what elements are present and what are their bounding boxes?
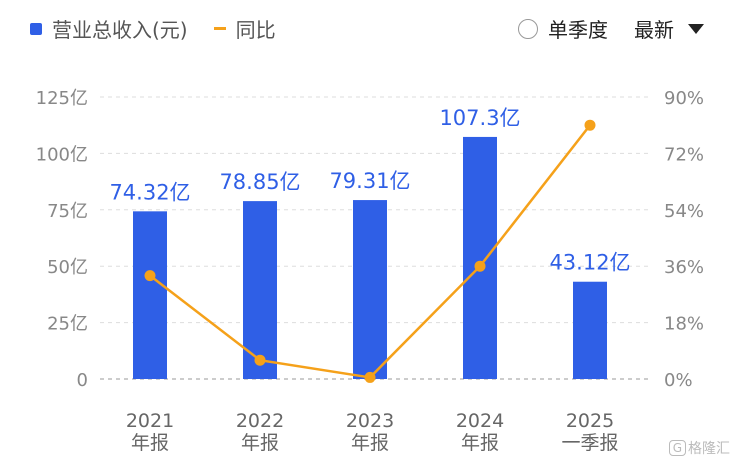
y-left-tick-label: 100亿 — [36, 144, 88, 165]
bar-data-label: 74.32亿 — [109, 180, 190, 204]
x-tick-label: 年报 — [241, 432, 279, 454]
chart-controls: 单季度 最新 — [518, 14, 704, 43]
x-tick-label: 2024 — [456, 410, 504, 432]
bar — [463, 136, 497, 379]
watermark-text: 格隆汇 — [688, 441, 730, 457]
x-tick-label: 2025 — [566, 410, 614, 432]
revenue-legend-swatch — [30, 22, 42, 35]
chevron-down-icon — [688, 23, 704, 34]
x-tick-label: 年报 — [461, 432, 499, 454]
y-right-tick-label: 0% — [664, 370, 693, 391]
bar — [243, 201, 277, 379]
legend: 营业总收入(元) 同比 — [30, 14, 276, 43]
yoy-point — [584, 119, 596, 131]
yoy-point — [474, 260, 486, 272]
single-quarter-label[interactable]: 单季度 — [548, 18, 608, 42]
y-left-tick-label: 0 — [77, 370, 88, 391]
x-tick-label: 年报 — [131, 432, 169, 454]
y-right-tick-label: 54% — [664, 201, 704, 222]
bar-data-label: 43.12亿 — [549, 251, 630, 275]
x-tick-label: 2021 — [126, 410, 174, 432]
y-right-tick-label: 36% — [664, 257, 704, 278]
yoy-legend-swatch — [213, 27, 226, 30]
yoy-point — [364, 371, 376, 383]
single-quarter-radio[interactable] — [518, 18, 538, 39]
revenue-legend-label: 营业总收入(元) — [52, 18, 188, 42]
sort-dropdown[interactable]: 最新 — [634, 14, 704, 43]
y-right-tick-label: 90% — [664, 88, 704, 109]
bar — [573, 281, 607, 379]
bar-data-label: 78.85亿 — [219, 170, 300, 194]
y-left-tick-label: 25亿 — [47, 314, 88, 335]
yoy-legend-label: 同比 — [235, 18, 276, 42]
yoy-point — [254, 354, 266, 366]
yoy-point — [144, 270, 156, 282]
bar-data-label: 107.3亿 — [439, 106, 520, 130]
x-tick-label: 2022 — [236, 410, 284, 432]
watermark-logo-icon: G — [668, 440, 686, 456]
x-tick-label: 年报 — [351, 432, 389, 454]
watermark: G 格隆汇 — [668, 438, 730, 458]
y-left-tick-label: 75亿 — [47, 201, 88, 222]
x-tick-label: 2023 — [346, 410, 394, 432]
bar — [353, 200, 387, 379]
x-tick-label: 一季报 — [561, 432, 618, 454]
bar — [133, 211, 167, 379]
sort-dropdown-value: 最新 — [634, 18, 674, 42]
y-right-tick-label: 18% — [664, 314, 704, 335]
bar-data-label: 79.31亿 — [329, 169, 410, 193]
y-left-tick-label: 125亿 — [36, 88, 88, 109]
y-right-tick-label: 72% — [664, 144, 704, 165]
y-left-tick-label: 50亿 — [47, 257, 88, 278]
